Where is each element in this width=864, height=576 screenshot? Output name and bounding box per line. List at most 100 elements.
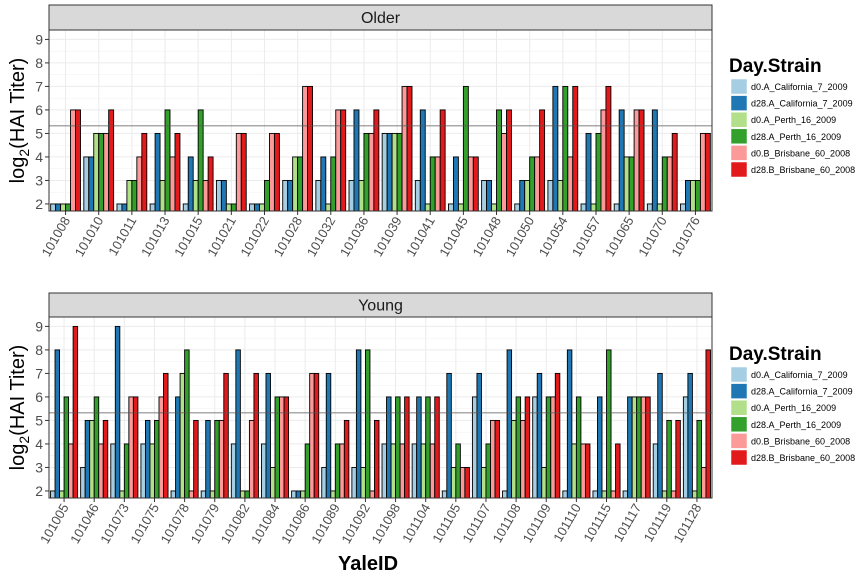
y-tick-label: 8 bbox=[35, 55, 43, 71]
bar-101117-d0.A_California_7_2009 bbox=[622, 490, 629, 499]
bar-101039-d0.B_Brisbane_60_2008 bbox=[401, 85, 408, 212]
y-tick-label: 2 bbox=[35, 196, 43, 212]
bar-101036-d28.A_California_7_2009 bbox=[353, 109, 360, 212]
bar-101039-d28.A_Perth_16_2009 bbox=[396, 132, 403, 212]
bar-101089-d0.B_Brisbane_60_2008 bbox=[339, 443, 345, 499]
x-axis-ticks: 1010081010101010111010131010151010211010… bbox=[38, 211, 703, 259]
bar-101105-d0.A_California_7_2009 bbox=[441, 490, 448, 499]
bar-101050-d28.A_California_7_2009 bbox=[519, 179, 526, 212]
bar-101109-d0.A_California_7_2009 bbox=[532, 396, 538, 499]
bar-101128-d28.A_Perth_16_2009 bbox=[696, 419, 702, 499]
bar-101107-d0.A_Perth_16_2009 bbox=[481, 466, 487, 499]
bar-101048-d28.B_Brisbane_60_2008 bbox=[506, 109, 512, 212]
bar-101041-d28.A_California_7_2009 bbox=[419, 109, 426, 212]
bar-101115-d0.B_Brisbane_60_2008 bbox=[610, 490, 617, 499]
bar-101104-d0.B_Brisbane_60_2008 bbox=[429, 443, 436, 499]
bar-101108-d28.A_Perth_16_2009 bbox=[515, 396, 522, 499]
bar-101010-d28.A_California_7_2009 bbox=[88, 156, 95, 212]
bar-101054-d0.B_Brisbane_60_2008 bbox=[567, 156, 574, 212]
bar-101008-d28.A_California_7_2009 bbox=[55, 203, 62, 212]
bar-101036-d28.A_Perth_16_2009 bbox=[363, 132, 370, 212]
bar-101048-d0.B_Brisbane_60_2008 bbox=[501, 132, 507, 212]
bar-101015-d0.A_California_7_2009 bbox=[182, 203, 189, 212]
bar-101045-d28.B_Brisbane_60_2008 bbox=[472, 156, 479, 212]
bar-101028-d28.B_Brisbane_60_2008 bbox=[307, 85, 313, 212]
bar-101028-d0.A_California_7_2009 bbox=[282, 179, 289, 212]
bar-101084-d0.B_Brisbane_60_2008 bbox=[279, 396, 285, 499]
bar-101046-d28.B_Brisbane_60_2008 bbox=[102, 419, 109, 499]
bar-101013-d28.B_Brisbane_60_2008 bbox=[174, 132, 181, 212]
legend-entry-label: d28.B_Brisbane_60_2008 bbox=[751, 165, 855, 175]
x-tick-label: 101032 bbox=[304, 214, 339, 259]
bar-101046-d28.A_California_7_2009 bbox=[84, 419, 91, 499]
bar-101076-d0.A_California_7_2009 bbox=[680, 203, 686, 212]
bar-101098-d0.A_California_7_2009 bbox=[381, 443, 387, 499]
x-tick-label: 101021 bbox=[204, 214, 239, 259]
legend-key-swatch bbox=[730, 383, 748, 399]
bar-101045-d0.B_Brisbane_60_2008 bbox=[467, 156, 474, 212]
legend-key-swatch bbox=[730, 111, 748, 128]
bar-101054-d28.A_Perth_16_2009 bbox=[562, 85, 569, 212]
bar-101082-d28.A_California_7_2009 bbox=[235, 349, 241, 499]
bar-101039-d0.A_Perth_16_2009 bbox=[391, 132, 398, 212]
bar-101092-d28.A_California_7_2009 bbox=[355, 349, 362, 499]
bar-101109-d0.B_Brisbane_60_2008 bbox=[550, 396, 556, 499]
bar-101032-d28.A_Perth_16_2009 bbox=[330, 156, 337, 212]
bar-101086-d28.B_Brisbane_60_2008 bbox=[313, 372, 320, 499]
panel-older: Older23456789101008101010101011101013101… bbox=[7, 4, 713, 259]
bar-101092-d0.A_Perth_16_2009 bbox=[360, 466, 366, 499]
bar-101070-d0.A_California_7_2009 bbox=[646, 203, 653, 212]
bar-101005-d0.B_Brisbane_60_2008 bbox=[68, 443, 74, 499]
bar-101108-d28.A_California_7_2009 bbox=[506, 349, 513, 499]
bar-101050-d0.A_Perth_16_2009 bbox=[524, 179, 531, 212]
bar-101109-d0.A_Perth_16_2009 bbox=[541, 466, 547, 499]
bar-101013-d0.B_Brisbane_60_2008 bbox=[169, 156, 176, 212]
bar-101079-d0.A_California_7_2009 bbox=[200, 490, 207, 499]
legend-entry-label: d0.A_Perth_16_2009 bbox=[751, 115, 836, 125]
bar-101078-d28.A_Perth_16_2009 bbox=[184, 349, 190, 499]
legend-entry-label: d0.B_Brisbane_60_2008 bbox=[751, 436, 850, 446]
y-tick-label: 4 bbox=[35, 149, 43, 165]
facet-strip-label: Young bbox=[358, 298, 403, 315]
bar-101021-d0.A_California_7_2009 bbox=[215, 179, 222, 212]
bar-101119-d0.A_California_7_2009 bbox=[652, 443, 659, 499]
bar-101045-d0.A_Perth_16_2009 bbox=[457, 203, 464, 212]
bar-101104-d0.A_California_7_2009 bbox=[411, 443, 418, 499]
bar-101054-d28.B_Brisbane_60_2008 bbox=[572, 85, 579, 212]
bar-101005-d0.A_Perth_16_2009 bbox=[59, 490, 65, 499]
bar-101046-d0.A_Perth_16_2009 bbox=[89, 419, 95, 499]
bar-101041-d28.A_Perth_16_2009 bbox=[429, 156, 436, 212]
bar-101075-d28.A_California_7_2009 bbox=[144, 419, 151, 499]
bar-101073-d0.A_California_7_2009 bbox=[110, 443, 116, 499]
bar-101119-d28.B_Brisbane_60_2008 bbox=[675, 419, 681, 499]
bar-101107-d28.A_Perth_16_2009 bbox=[485, 443, 491, 499]
x-tick-label: 101054 bbox=[536, 214, 571, 259]
bar-101010-d0.A_Perth_16_2009 bbox=[93, 132, 100, 212]
y-axis-ticks: 2 3 4 5 6 7 8 9 bbox=[35, 318, 49, 499]
x-tick-label: 101045 bbox=[436, 214, 471, 259]
bar-101022-d0.A_California_7_2009 bbox=[249, 203, 255, 212]
bar-101032-d0.A_California_7_2009 bbox=[315, 179, 322, 212]
bar-101108-d0.A_Perth_16_2009 bbox=[511, 419, 517, 499]
x-tick-label: 101070 bbox=[635, 214, 670, 259]
bar-101075-d0.A_California_7_2009 bbox=[140, 443, 146, 499]
x-tick-label: 101010 bbox=[72, 214, 107, 259]
bar-101105-d0.B_Brisbane_60_2008 bbox=[459, 466, 466, 499]
legend-entry-label: d0.A_California_7_2009 bbox=[751, 82, 848, 92]
y-tick-label: 5 bbox=[35, 412, 43, 428]
bar-101078-d28.B_Brisbane_60_2008 bbox=[193, 419, 199, 499]
bar-101108-d0.B_Brisbane_60_2008 bbox=[520, 419, 526, 499]
bar-101032-d28.B_Brisbane_60_2008 bbox=[340, 109, 347, 212]
bar-101070-d28.A_Perth_16_2009 bbox=[661, 156, 668, 212]
bar-101036-d28.B_Brisbane_60_2008 bbox=[373, 109, 380, 212]
x-tick-label: 101022 bbox=[237, 214, 272, 259]
bar-101086-d28.A_California_7_2009 bbox=[295, 490, 302, 499]
bar-101075-d0.B_Brisbane_60_2008 bbox=[158, 396, 164, 499]
bar-101089-d0.A_Perth_16_2009 bbox=[330, 490, 336, 499]
x-tick-label: 101015 bbox=[171, 214, 206, 259]
bar-101082-d28.A_Perth_16_2009 bbox=[244, 490, 250, 499]
bar-101089-d28.A_California_7_2009 bbox=[325, 372, 332, 499]
bar-101011-d28.A_California_7_2009 bbox=[121, 203, 128, 212]
bar-101109-d28.B_Brisbane_60_2008 bbox=[554, 372, 561, 499]
